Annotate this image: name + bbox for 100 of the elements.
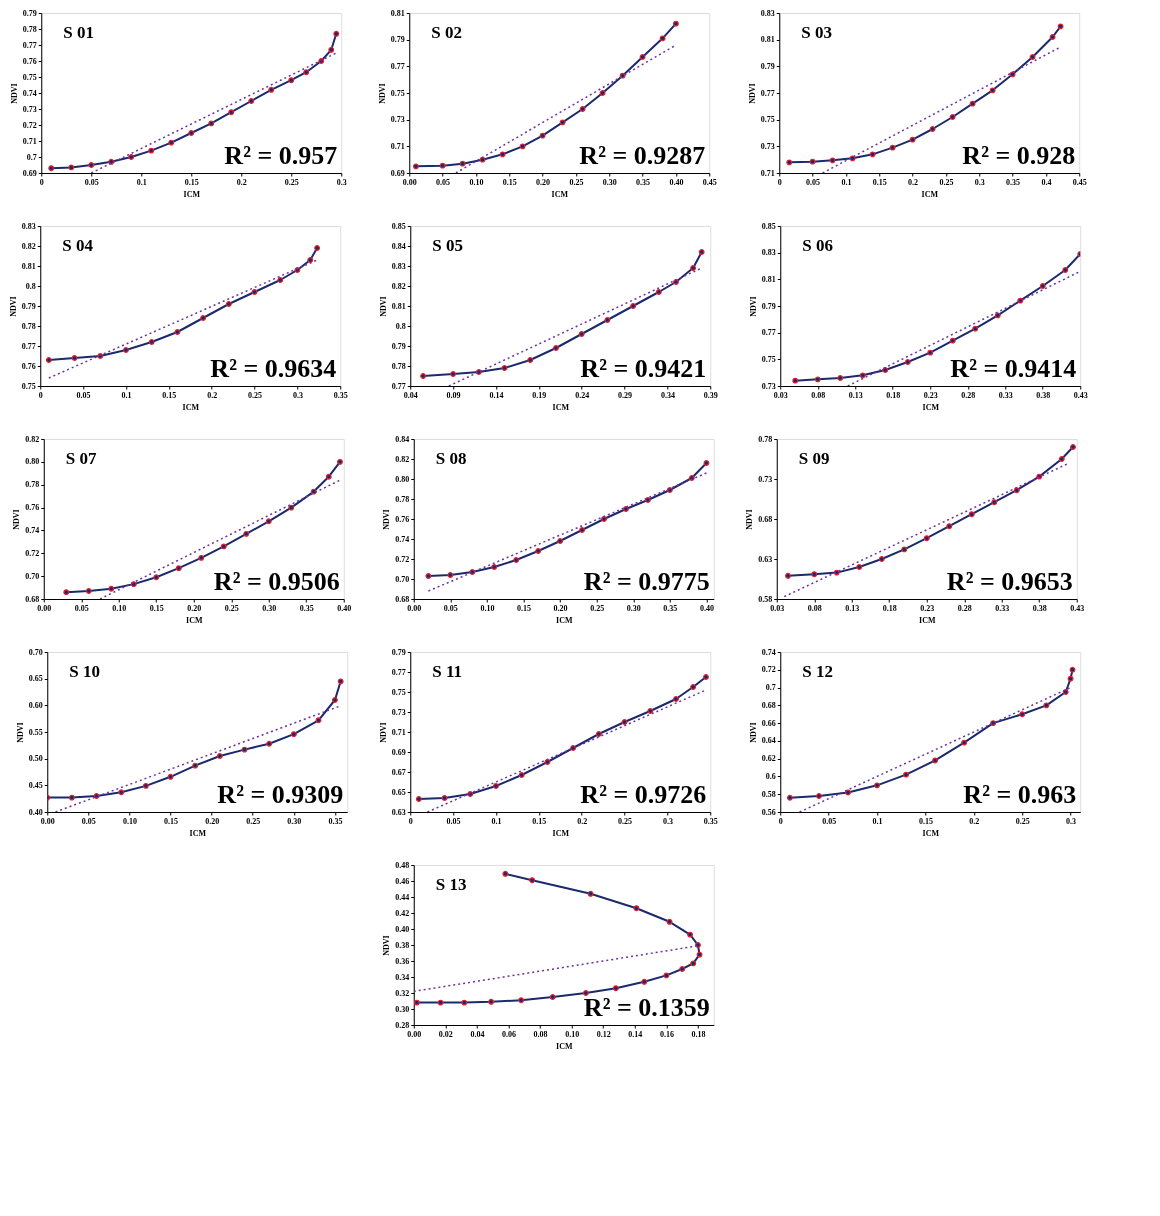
y-tick-label: 0.55 (28, 727, 43, 737)
point (447, 572, 454, 578)
x-tick-label: 0.30 (262, 603, 277, 613)
point (441, 795, 448, 801)
x-tick-label: 0.25 (246, 816, 261, 826)
point (786, 159, 793, 166)
point (1036, 473, 1043, 480)
point (961, 739, 968, 746)
point (666, 918, 673, 925)
point (859, 372, 866, 379)
y-tick-label: 0.66 (761, 718, 776, 728)
point (437, 999, 444, 1006)
x-tick-label: 0.33 (995, 603, 1010, 613)
point (849, 155, 856, 162)
point (666, 487, 673, 493)
y-axis-title: NDVI (15, 722, 25, 743)
x-tick-label: 0 (777, 177, 782, 187)
point (439, 162, 446, 169)
point (251, 289, 258, 295)
x-tick-label: 0.40 (699, 603, 714, 613)
x-tick-label: 0.33 (998, 390, 1013, 400)
point (268, 86, 275, 93)
x-tick-label: 0.08 (811, 390, 826, 400)
y-tick-label: 0.84 (391, 241, 406, 251)
point (688, 475, 695, 481)
y-tick-label: 0.75 (390, 88, 405, 98)
text: S 03 (801, 23, 832, 42)
point (949, 337, 956, 344)
point (123, 347, 129, 353)
point (845, 789, 851, 796)
y-axis-title: NDVI (382, 935, 392, 956)
x-tick-label: 0.2 (236, 177, 247, 187)
point (621, 719, 628, 725)
y-tick-label: 0.64 (761, 736, 776, 746)
point (663, 972, 670, 979)
x-tick-label: 0.43 (1070, 603, 1085, 613)
y-tick-label: 0.80 (395, 474, 410, 484)
y-tick-label: 0.80 (25, 457, 40, 467)
y-tick-label: 0.73 (760, 141, 775, 151)
y-tick-label: 0.78 (395, 494, 410, 504)
point (932, 757, 939, 764)
x-axis-title: ICM (552, 402, 570, 412)
point (63, 589, 70, 596)
y-tick-label: 0.83 (760, 8, 775, 18)
annotation: R² = 0.9506 (213, 567, 340, 596)
x-tick-label: 0.25 (248, 390, 263, 400)
point (623, 506, 629, 512)
x-tick-label: 0.35 (328, 816, 343, 826)
x-tick-label: 0.15 (164, 816, 179, 826)
x-tick-label: 0.05 (84, 177, 99, 187)
y-tick-label: 0.81 (760, 35, 775, 45)
y-tick-label: 0.38 (395, 940, 410, 950)
y-tick-label: 0.81 (391, 301, 406, 311)
annotation: R² = 0.9287 (579, 141, 706, 170)
point (833, 569, 840, 576)
point (265, 518, 272, 525)
x-tick-label: 0.18 (886, 390, 901, 400)
y-tick-label: 0.79 (391, 341, 406, 351)
y-tick-label: 0.8 (25, 281, 36, 291)
point (68, 794, 75, 801)
y-tick-label: 0.71 (22, 136, 37, 146)
point (1017, 297, 1024, 304)
x-tick-label: 0.40 (669, 177, 684, 187)
x-axis-title: ICM (922, 402, 940, 412)
x-tick-label: 0.3 (1066, 816, 1077, 826)
point (307, 257, 314, 263)
y-tick-label: 0.32 (395, 988, 410, 998)
point (539, 132, 546, 139)
point (1062, 267, 1069, 273)
point (167, 773, 174, 780)
y-tick-label: 0.81 (390, 8, 405, 18)
y-tick-label: 0.76 (395, 514, 410, 524)
y-tick-label: 0.30 (395, 1004, 410, 1014)
y-tick-label: 0.72 (22, 120, 37, 130)
point (969, 100, 976, 107)
point (1019, 711, 1026, 718)
point (553, 345, 559, 351)
point (672, 20, 679, 27)
x-tick-label: 0.35 (1006, 177, 1021, 187)
y-tick-label: 0.58 (758, 594, 773, 604)
x-tick-label: 0.35 (636, 177, 651, 187)
text: S 04 (62, 236, 94, 255)
point (703, 674, 709, 680)
point (923, 535, 930, 542)
point (690, 265, 697, 271)
x-tick-label: 0.10 (565, 1029, 580, 1039)
y-tick-label: 0.79 (761, 301, 776, 311)
y-tick-label: 0.77 (21, 341, 36, 351)
x-tick-label: 0.16 (659, 1029, 674, 1039)
y-tick-label: 0.78 (25, 480, 40, 490)
x-tick-label: 0.15 (918, 816, 933, 826)
x-tick-label: 0.2 (908, 177, 919, 187)
x-tick-label: 0 (38, 390, 43, 400)
y-tick-label: 0.81 (761, 274, 776, 284)
point (949, 114, 956, 120)
point (519, 143, 526, 150)
text: S 08 (435, 449, 467, 468)
point (878, 556, 885, 562)
x-tick-label: 0.35 (333, 390, 348, 400)
point (527, 357, 534, 363)
